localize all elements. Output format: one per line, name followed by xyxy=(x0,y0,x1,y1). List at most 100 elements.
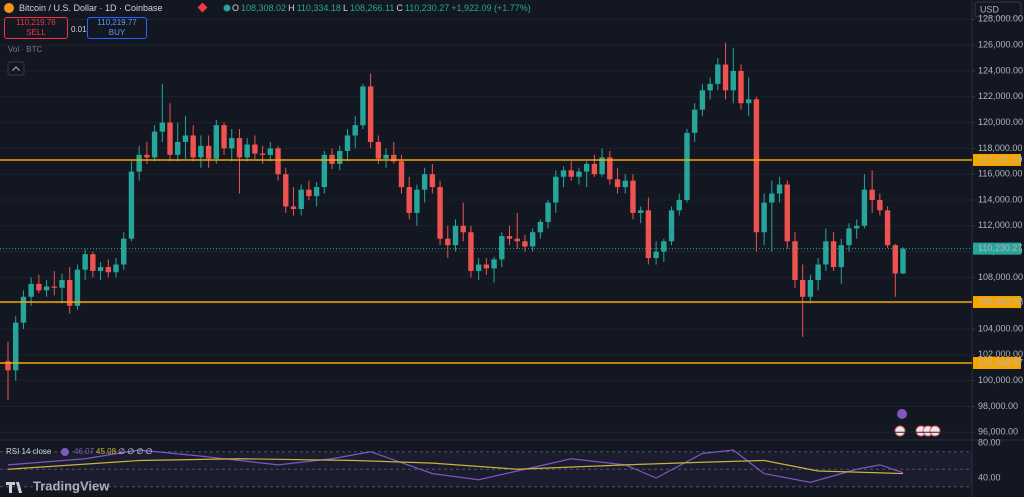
candle-body xyxy=(506,236,513,239)
candle-body xyxy=(398,161,405,188)
candle-body xyxy=(221,125,227,149)
event-icons xyxy=(894,409,941,437)
candle-body xyxy=(769,193,775,203)
candle-body xyxy=(36,283,42,291)
candle-body xyxy=(607,157,613,180)
y-tick-label: 122,000.00 xyxy=(978,91,1023,101)
candle-body xyxy=(637,210,644,213)
candle-body xyxy=(823,241,829,265)
candle-body xyxy=(421,174,428,190)
candle-body xyxy=(846,228,852,246)
y-tick-label: 100,000.00 xyxy=(978,375,1023,385)
candle-body xyxy=(699,90,706,110)
sell-label: SELL xyxy=(26,28,46,37)
candle-body xyxy=(352,125,358,136)
candle-body xyxy=(43,286,50,291)
currency-box[interactable] xyxy=(974,1,1022,18)
sell-button[interactable]: 110,219.76 SELL xyxy=(4,17,68,39)
candle-body xyxy=(661,241,667,252)
candle-body xyxy=(20,296,27,323)
candle-body xyxy=(838,245,844,268)
candle-body xyxy=(799,280,806,297)
candle-body xyxy=(236,138,243,158)
candle-body xyxy=(313,187,320,197)
candle-body xyxy=(113,264,119,273)
candle-body xyxy=(560,170,567,177)
ohlc-key: C xyxy=(396,3,403,13)
y-tick-label: 112,000.00 xyxy=(978,220,1022,230)
last-price-label: 110,230.27 xyxy=(978,243,1022,253)
candle-body xyxy=(691,109,698,133)
candle-body xyxy=(321,154,328,188)
candle-body xyxy=(653,251,659,259)
candle-body xyxy=(267,148,274,155)
candle-body xyxy=(900,248,906,274)
candle-body xyxy=(437,187,443,239)
candle-body xyxy=(306,189,312,197)
collapse-button[interactable] xyxy=(7,61,25,76)
candle-body xyxy=(259,153,266,155)
rsi-icon xyxy=(61,448,69,456)
candle-body xyxy=(807,280,814,297)
candle-body xyxy=(121,238,127,265)
candle-body xyxy=(483,264,490,269)
symbol-title: Bitcoin / U.S. Dollar · 1D · Coinbase xyxy=(19,3,163,13)
candle-body xyxy=(545,202,551,222)
y-tick-label: 108,000.00 xyxy=(978,272,1023,282)
ohlc: O 108,308.02 H 110,334.18 L 108,266.11 C 110,23… xyxy=(232,3,533,13)
candle-body xyxy=(568,170,574,177)
candle-body xyxy=(529,232,536,247)
candle-body xyxy=(869,189,875,200)
y-tick-label: 118,000.00 xyxy=(978,143,1022,153)
brand: TradingView xyxy=(33,478,110,493)
candle-body xyxy=(429,174,436,188)
candle-body xyxy=(229,138,235,149)
candle-body xyxy=(854,225,860,229)
buy-button[interactable]: 110,219.77 BUY xyxy=(87,17,147,39)
candle-body xyxy=(28,283,34,297)
ohlc-value: 108,308.02 xyxy=(241,3,287,13)
ohlc-key: L xyxy=(342,3,348,13)
y-tick-label: 128,000.00 xyxy=(978,14,1023,24)
candle-body xyxy=(252,144,258,154)
candle-body xyxy=(583,163,590,172)
y-tick-label: 104,000.00 xyxy=(978,323,1023,333)
y-tick-label: 124,000.00 xyxy=(978,65,1023,75)
level-label-box xyxy=(973,153,1021,166)
ohlc-key: O xyxy=(232,3,240,13)
y-tick-label: 102,000.00 xyxy=(978,349,1023,359)
candle-body xyxy=(344,135,351,151)
candle-body xyxy=(630,180,636,213)
candle-body xyxy=(375,141,382,159)
level-label: 101,368.87 xyxy=(978,357,1023,367)
currency: USD xyxy=(980,4,1000,14)
candle-body xyxy=(360,86,366,126)
candle-body xyxy=(722,64,729,91)
y-tick-label: 116,000.00 xyxy=(978,169,1022,179)
buy-label: BUY xyxy=(108,28,126,37)
candle-body xyxy=(406,187,412,213)
candle-body xyxy=(213,125,220,159)
candle-body xyxy=(830,241,837,268)
candle-body xyxy=(144,154,150,158)
candle-body xyxy=(97,267,104,271)
level-label-box xyxy=(973,356,1021,369)
rsi-values: 46.07 45.08 ∅ ∅ ∅ ∅ xyxy=(74,447,155,456)
candle-body xyxy=(175,141,181,155)
y-tick-label: 114,000.00 xyxy=(978,194,1022,204)
candle-body xyxy=(537,221,544,233)
candle-body xyxy=(337,150,343,164)
candle-body xyxy=(391,154,397,162)
candle-body xyxy=(74,269,81,306)
candle-body xyxy=(776,184,783,194)
candle-body xyxy=(90,254,96,271)
candle-body xyxy=(514,238,520,242)
candle-body xyxy=(290,206,297,210)
candle-body xyxy=(452,225,459,246)
candle-body xyxy=(815,264,821,280)
btc-icon xyxy=(4,3,14,13)
candle-body xyxy=(82,254,88,270)
candle-body xyxy=(622,180,628,188)
candle-body xyxy=(877,200,883,211)
